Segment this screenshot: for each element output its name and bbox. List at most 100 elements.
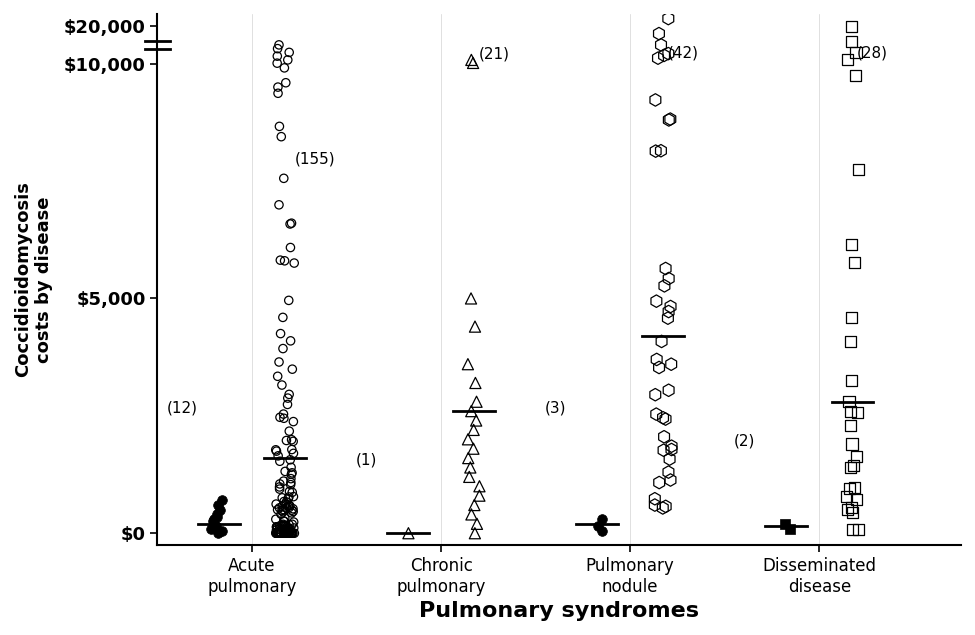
Point — [269, 51, 285, 61]
Point — [843, 239, 859, 250]
Point — [210, 509, 225, 519]
Point — [283, 478, 298, 488]
Point — [839, 491, 855, 502]
Point — [281, 519, 296, 530]
Point — [210, 500, 225, 510]
Point — [277, 63, 292, 73]
Point — [663, 114, 679, 124]
Point — [272, 528, 288, 538]
Point — [647, 95, 663, 105]
Point — [271, 526, 287, 537]
Point — [210, 528, 225, 538]
Point — [272, 524, 288, 534]
Text: (12): (12) — [167, 401, 198, 416]
Point — [656, 281, 672, 291]
Point — [273, 528, 289, 538]
Point — [467, 321, 483, 331]
Point — [467, 528, 483, 538]
Point — [649, 354, 665, 364]
Point — [270, 528, 286, 538]
Point — [204, 523, 219, 533]
Point — [839, 55, 855, 65]
Point — [647, 390, 663, 400]
Point — [285, 468, 300, 478]
Point — [466, 444, 482, 454]
Point — [281, 500, 296, 510]
Point — [660, 48, 676, 58]
Text: (2): (2) — [734, 434, 756, 449]
Point — [214, 526, 230, 536]
Point — [284, 444, 299, 455]
Point — [851, 525, 867, 535]
Point — [594, 514, 609, 525]
Point — [281, 524, 296, 534]
Point — [270, 451, 286, 461]
Point — [848, 451, 864, 462]
Point — [663, 475, 679, 485]
Point — [661, 467, 677, 477]
Point — [268, 528, 284, 538]
Point — [280, 399, 295, 410]
Point — [268, 444, 284, 455]
Point — [273, 521, 289, 531]
Point — [281, 295, 296, 305]
Point — [278, 77, 293, 88]
Point — [283, 243, 298, 253]
Point — [460, 453, 476, 463]
Point — [849, 408, 865, 418]
Point — [284, 462, 299, 472]
Point — [275, 344, 291, 354]
Point — [664, 444, 680, 455]
Point — [650, 53, 666, 64]
Point — [276, 516, 292, 526]
Point — [845, 507, 861, 518]
Point — [277, 256, 292, 266]
Point — [280, 528, 295, 538]
Point — [269, 522, 285, 532]
Point — [283, 474, 298, 484]
Point — [653, 0, 669, 1]
Point — [276, 476, 292, 486]
Point — [271, 528, 287, 538]
Text: (21): (21) — [479, 46, 510, 62]
Point — [648, 296, 664, 306]
Text: (28): (28) — [857, 45, 888, 60]
Point — [273, 131, 289, 142]
Text: (155): (155) — [294, 152, 335, 167]
Point — [284, 218, 299, 228]
Point — [283, 455, 298, 465]
Point — [280, 528, 295, 538]
Point — [663, 359, 679, 370]
Point — [276, 521, 292, 531]
Point — [270, 505, 286, 515]
Point — [841, 484, 857, 494]
Point — [282, 528, 297, 538]
Point — [653, 40, 669, 50]
Point — [284, 434, 299, 444]
Point — [278, 527, 293, 537]
Point — [271, 528, 287, 538]
Point — [851, 164, 867, 175]
Point — [276, 409, 292, 419]
Point — [469, 519, 485, 529]
Point — [282, 486, 297, 497]
Point — [273, 528, 289, 538]
Point — [842, 406, 858, 417]
Point — [268, 514, 284, 525]
Point — [651, 478, 667, 488]
Point — [271, 357, 287, 367]
Point — [214, 495, 229, 505]
Point — [285, 528, 300, 538]
Point — [276, 497, 292, 507]
Point — [276, 526, 292, 537]
Point — [842, 463, 858, 473]
Point — [468, 378, 484, 388]
Point — [844, 503, 860, 513]
Point — [460, 359, 476, 370]
Point — [278, 528, 293, 538]
Point — [280, 55, 295, 65]
Point — [212, 505, 227, 515]
Point — [472, 481, 488, 491]
Point — [283, 219, 298, 229]
Point — [278, 499, 293, 509]
